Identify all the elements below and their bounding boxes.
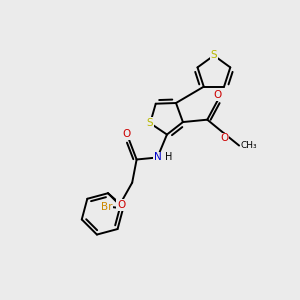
- Text: H: H: [166, 152, 173, 161]
- Text: S: S: [147, 118, 154, 128]
- Text: O: O: [214, 90, 222, 100]
- Text: O: O: [220, 134, 228, 143]
- Text: N: N: [154, 152, 162, 162]
- Text: CH₃: CH₃: [241, 141, 257, 150]
- Text: S: S: [211, 50, 217, 61]
- Text: O: O: [117, 200, 125, 210]
- Text: Br: Br: [101, 202, 112, 212]
- Text: O: O: [122, 129, 130, 139]
